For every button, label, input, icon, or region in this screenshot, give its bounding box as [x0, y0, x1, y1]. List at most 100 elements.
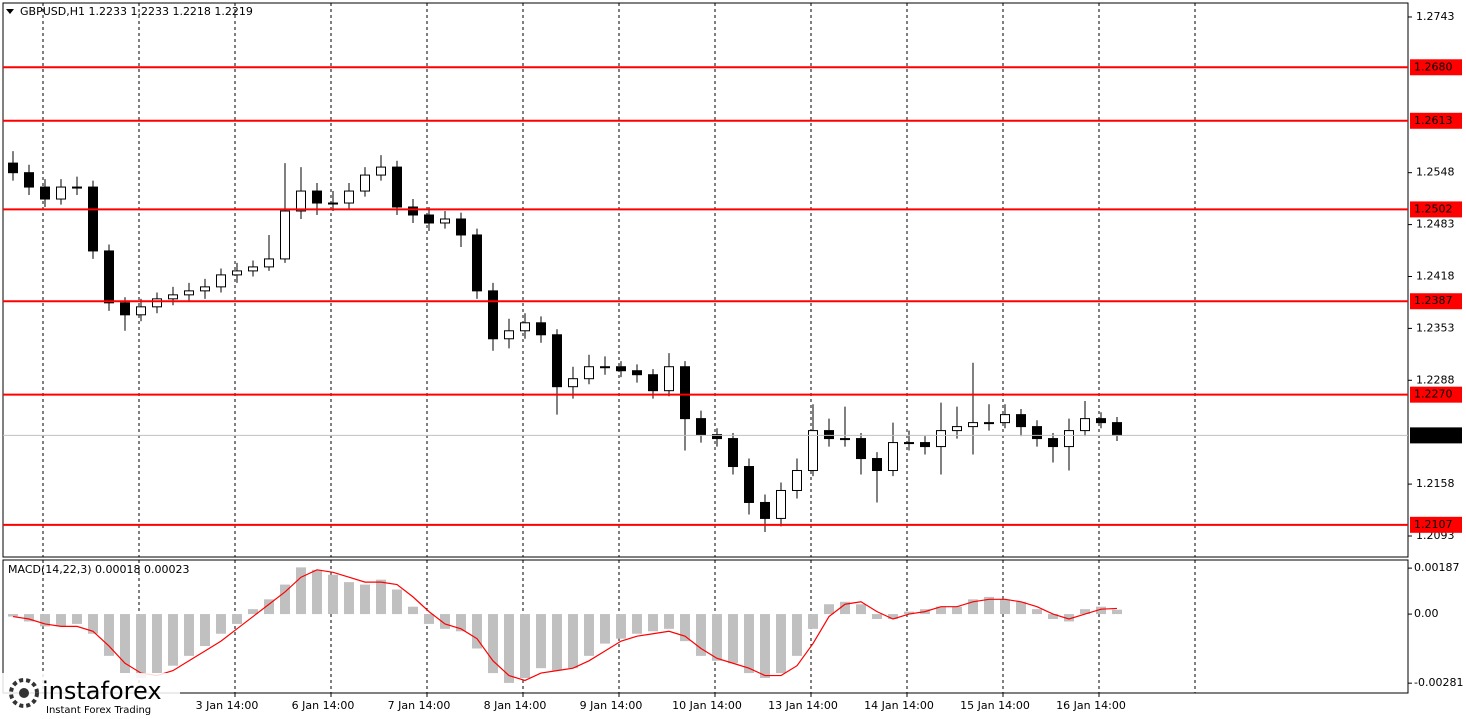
candle-body	[136, 306, 146, 316]
x-tick-label: 13 Jan 14:00	[768, 699, 838, 712]
chart-title: GBPUSD,H1 1.2233 1.2233 1.2218 1.2219	[20, 5, 253, 18]
candle-body	[552, 334, 562, 388]
macd-bar	[24, 614, 34, 622]
candle-body	[840, 438, 850, 441]
menu-arrow[interactable]	[6, 9, 14, 14]
macd-bar	[264, 599, 274, 615]
macd-bar	[1048, 614, 1058, 620]
y-tick-label: 1.2743	[1416, 10, 1455, 23]
candle-body	[1096, 418, 1106, 424]
candle-body	[664, 366, 674, 392]
macd-bar	[664, 614, 674, 629]
candle-body	[168, 294, 178, 300]
last-price-box	[1410, 427, 1462, 444]
macd-bar	[40, 614, 50, 627]
candle-body	[344, 190, 354, 204]
candle-body	[1064, 430, 1074, 448]
candle-body	[952, 426, 962, 432]
macd-bar	[376, 579, 386, 615]
macd-bar	[216, 614, 226, 634]
candle-body	[520, 322, 530, 332]
candle-body	[632, 370, 642, 376]
macd-bar	[456, 614, 466, 632]
macd-bar	[808, 614, 818, 629]
level-label: 1.2680	[1414, 60, 1453, 73]
macd-bar	[632, 614, 642, 634]
macd-bar	[504, 614, 514, 683]
candle-body	[888, 442, 898, 472]
candle-body	[312, 190, 322, 204]
macd-bar	[136, 614, 146, 679]
candle-body	[184, 290, 194, 296]
candle-body	[24, 172, 34, 188]
macd-bar	[728, 614, 738, 664]
macd-bar	[88, 614, 98, 634]
y-tick-label: 1.2353	[1416, 321, 1455, 334]
x-tick-label: 9 Jan 14:00	[580, 699, 643, 712]
candle-body	[488, 290, 498, 340]
macd-bar	[568, 614, 578, 669]
level-label-box	[1410, 293, 1462, 310]
y-tick-label: 1.2288	[1416, 373, 1455, 386]
macd-bar	[440, 614, 450, 629]
macd-bar	[408, 606, 418, 615]
macd-bar	[56, 614, 66, 627]
macd-bar	[824, 604, 834, 615]
macd-bar	[872, 614, 882, 620]
macd-bar	[1112, 609, 1122, 615]
candle-body	[104, 250, 114, 304]
macd-bar	[680, 614, 690, 642]
level-label: 1.2502	[1414, 202, 1453, 215]
macd-bar	[472, 614, 482, 649]
y-tick-label: 1.2548	[1416, 166, 1455, 179]
candle-body	[1032, 426, 1042, 440]
x-tick-label: 8 Jan 14:00	[484, 699, 547, 712]
candle-body	[504, 330, 514, 340]
macd-bar	[232, 614, 242, 624]
y-tick-label: 1.2418	[1416, 269, 1455, 282]
level-label: 1.2107	[1414, 518, 1453, 531]
macd-bar	[184, 614, 194, 656]
x-tick-label: 16 Jan 14:00	[1056, 699, 1126, 712]
candle-body	[696, 418, 706, 436]
candle-body	[392, 166, 402, 208]
level-label: 1.2270	[1414, 388, 1453, 401]
logo-background	[2, 673, 180, 717]
logo-name: instaforex	[42, 677, 162, 705]
candle-body	[808, 430, 818, 472]
macd-bar	[328, 574, 338, 615]
candle-body	[376, 166, 386, 176]
candle-body	[600, 366, 610, 369]
last-price-label: 1.2219	[1414, 428, 1453, 441]
signal-line	[12, 569, 1118, 682]
macd-bar	[776, 614, 786, 674]
candle-body	[776, 489, 786, 519]
macd-bar	[840, 601, 850, 615]
candle-body	[8, 162, 18, 174]
candle-body	[424, 214, 434, 224]
candle-body	[216, 274, 226, 288]
candle-body	[1016, 414, 1026, 428]
x-tick-label: 7 Jan 14:00	[388, 699, 451, 712]
candle-body	[536, 322, 546, 336]
macd-bar	[120, 614, 130, 674]
candle-body	[152, 298, 162, 308]
level-label-box	[1410, 112, 1462, 129]
candle-body	[1112, 422, 1122, 436]
level-label: 1.2387	[1414, 294, 1453, 307]
level-label: 1.2613	[1414, 114, 1453, 127]
candle-body	[648, 374, 658, 392]
candle-body	[456, 218, 466, 236]
macd-bar	[584, 614, 594, 656]
macd-bar	[744, 614, 754, 674]
candle-body	[968, 422, 978, 428]
macd-bar	[888, 614, 898, 620]
candle-body	[88, 186, 98, 252]
candle-body	[328, 202, 338, 205]
candle-body	[712, 434, 722, 440]
level-label-box	[1410, 201, 1462, 218]
macd-bar	[968, 599, 978, 615]
candle-body	[232, 270, 242, 276]
macd-bar	[952, 606, 962, 615]
candle-body	[56, 186, 66, 200]
